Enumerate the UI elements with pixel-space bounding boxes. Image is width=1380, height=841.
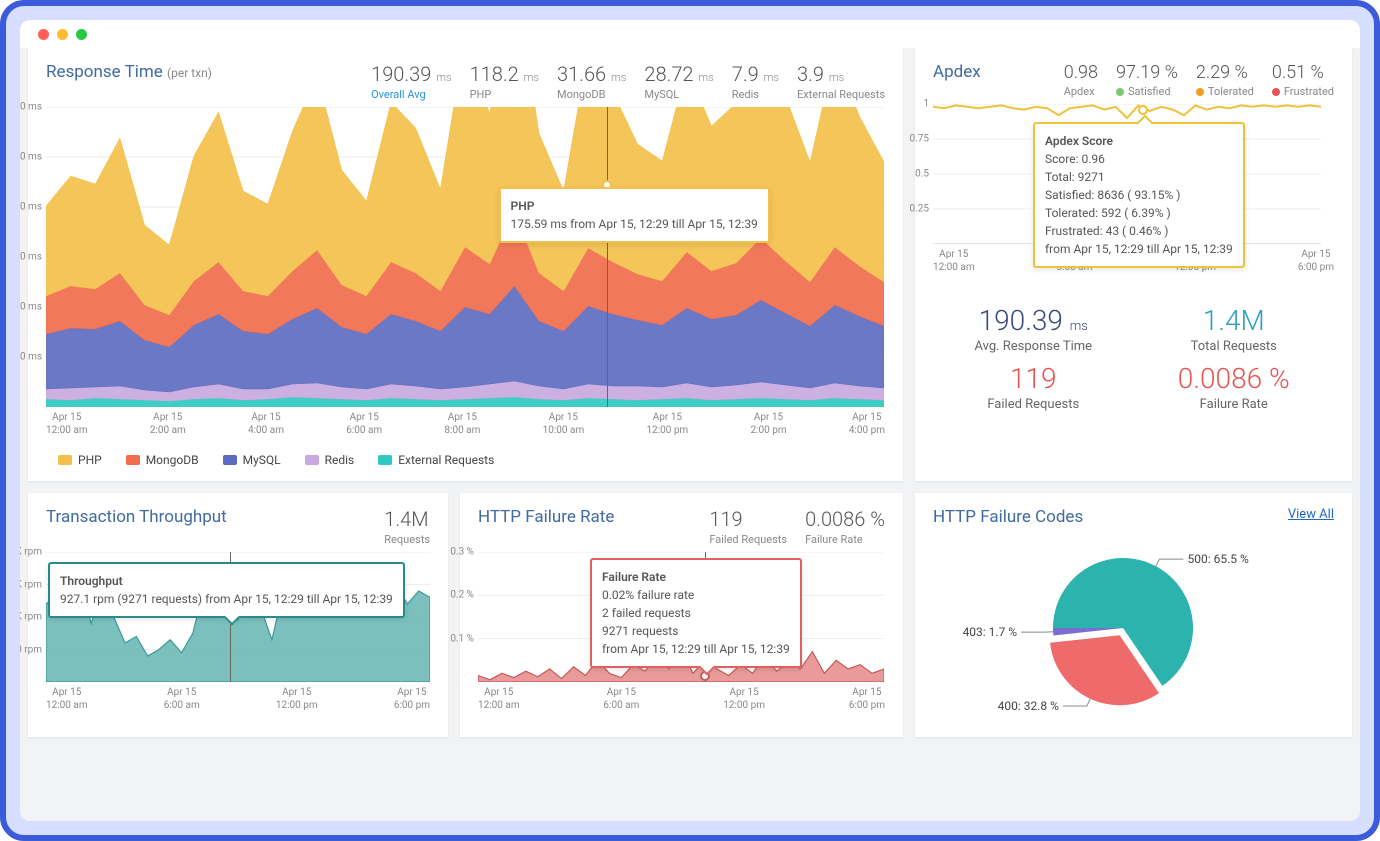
failure-rate-title: HTTP Failure Rate [478,507,614,527]
browser-window: Response Time (per txn) 190.39 msOverall… [20,20,1360,821]
dashboard-content: Response Time (per txn) 190.39 msOverall… [20,48,1360,821]
response-time-legend: PHP MongoDB MySQL Redis External Requests [28,447,903,481]
svg-text:500: 65.5 %: 500: 65.5 % [1187,552,1248,566]
throughput-card: Transaction Throughput 1.4MRequests 500 … [28,493,448,737]
maximize-dot[interactable] [76,29,87,40]
failure-codes-title: HTTP Failure Codes [933,507,1083,527]
view-all-link[interactable]: View All [1288,507,1334,522]
svg-text:400: 32.8 %: 400: 32.8 % [998,699,1059,713]
failure-codes-card: HTTP Failure Codes View All 500: 65.5 % 4… [915,493,1352,737]
apdex-summary-stats: 190.39 msAvg. Response Time1.4MTotal Req… [915,284,1352,430]
legend-item[interactable]: MongoDB [126,453,199,467]
legend-item[interactable]: External Requests [378,453,494,467]
failure-codes-pie[interactable]: 500: 65.5 % 400: 32.8 % 403: 1.7 % [915,533,1352,737]
apdex-chart-wrap: 0.250.50.751Apdex ScoreScore: 0.96Total:… [915,104,1352,284]
apdex-title: Apdex [933,62,981,82]
apdex-card: Apdex 0.98Apdex97.19 %Satisfied2.29 %Tol… [915,48,1352,481]
close-dot[interactable] [38,29,49,40]
legend-item[interactable]: MySQL [223,453,281,467]
outer-frame: Response Time (per txn) 190.39 msOverall… [0,0,1380,841]
response-time-chart[interactable]: 50 ms100 ms150 ms200 ms250 ms300 msPHP17… [46,107,885,407]
svg-text:403: 1.7 %: 403: 1.7 % [963,625,1018,639]
window-titlebar [20,20,1360,48]
failure-rate-chart-wrap: 0.1 %0.2 %0.3 %Failure Rate0.02% failure… [460,552,903,722]
throughput-chart-wrap: 500 rpm1K rpm1.5K rpm2K rpmThroughput927… [28,552,448,722]
response-time-metrics: 190.39 msOverall Avg118.2 msPHP31.66 msM… [371,62,885,101]
response-time-card: Response Time (per txn) 190.39 msOverall… [28,48,903,481]
legend-item[interactable]: Redis [305,453,355,467]
response-time-title: Response Time (per txn) [46,62,212,82]
throughput-title: Transaction Throughput [46,507,227,527]
apdex-metrics: 0.98Apdex97.19 %Satisfied2.29 %Tolerated… [1064,62,1334,98]
throughput-metrics: 1.4MRequests [384,507,430,546]
failure-rate-chart[interactable]: 0.1 %0.2 %0.3 %Failure Rate0.02% failure… [478,552,885,682]
legend-item[interactable]: PHP [58,453,102,467]
minimize-dot[interactable] [57,29,68,40]
response-time-chart-wrap: 50 ms100 ms150 ms200 ms250 ms300 msPHP17… [28,107,903,447]
failure-rate-metrics: 119Failed Requests0.0086 %Failure Rate [709,507,885,546]
failure-rate-card: HTTP Failure Rate 119Failed Requests0.00… [460,493,903,737]
apdex-chart[interactable]: 0.250.50.751Apdex ScoreScore: 0.96Total:… [933,104,1334,244]
throughput-chart[interactable]: 500 rpm1K rpm1.5K rpm2K rpmThroughput927… [46,552,430,682]
